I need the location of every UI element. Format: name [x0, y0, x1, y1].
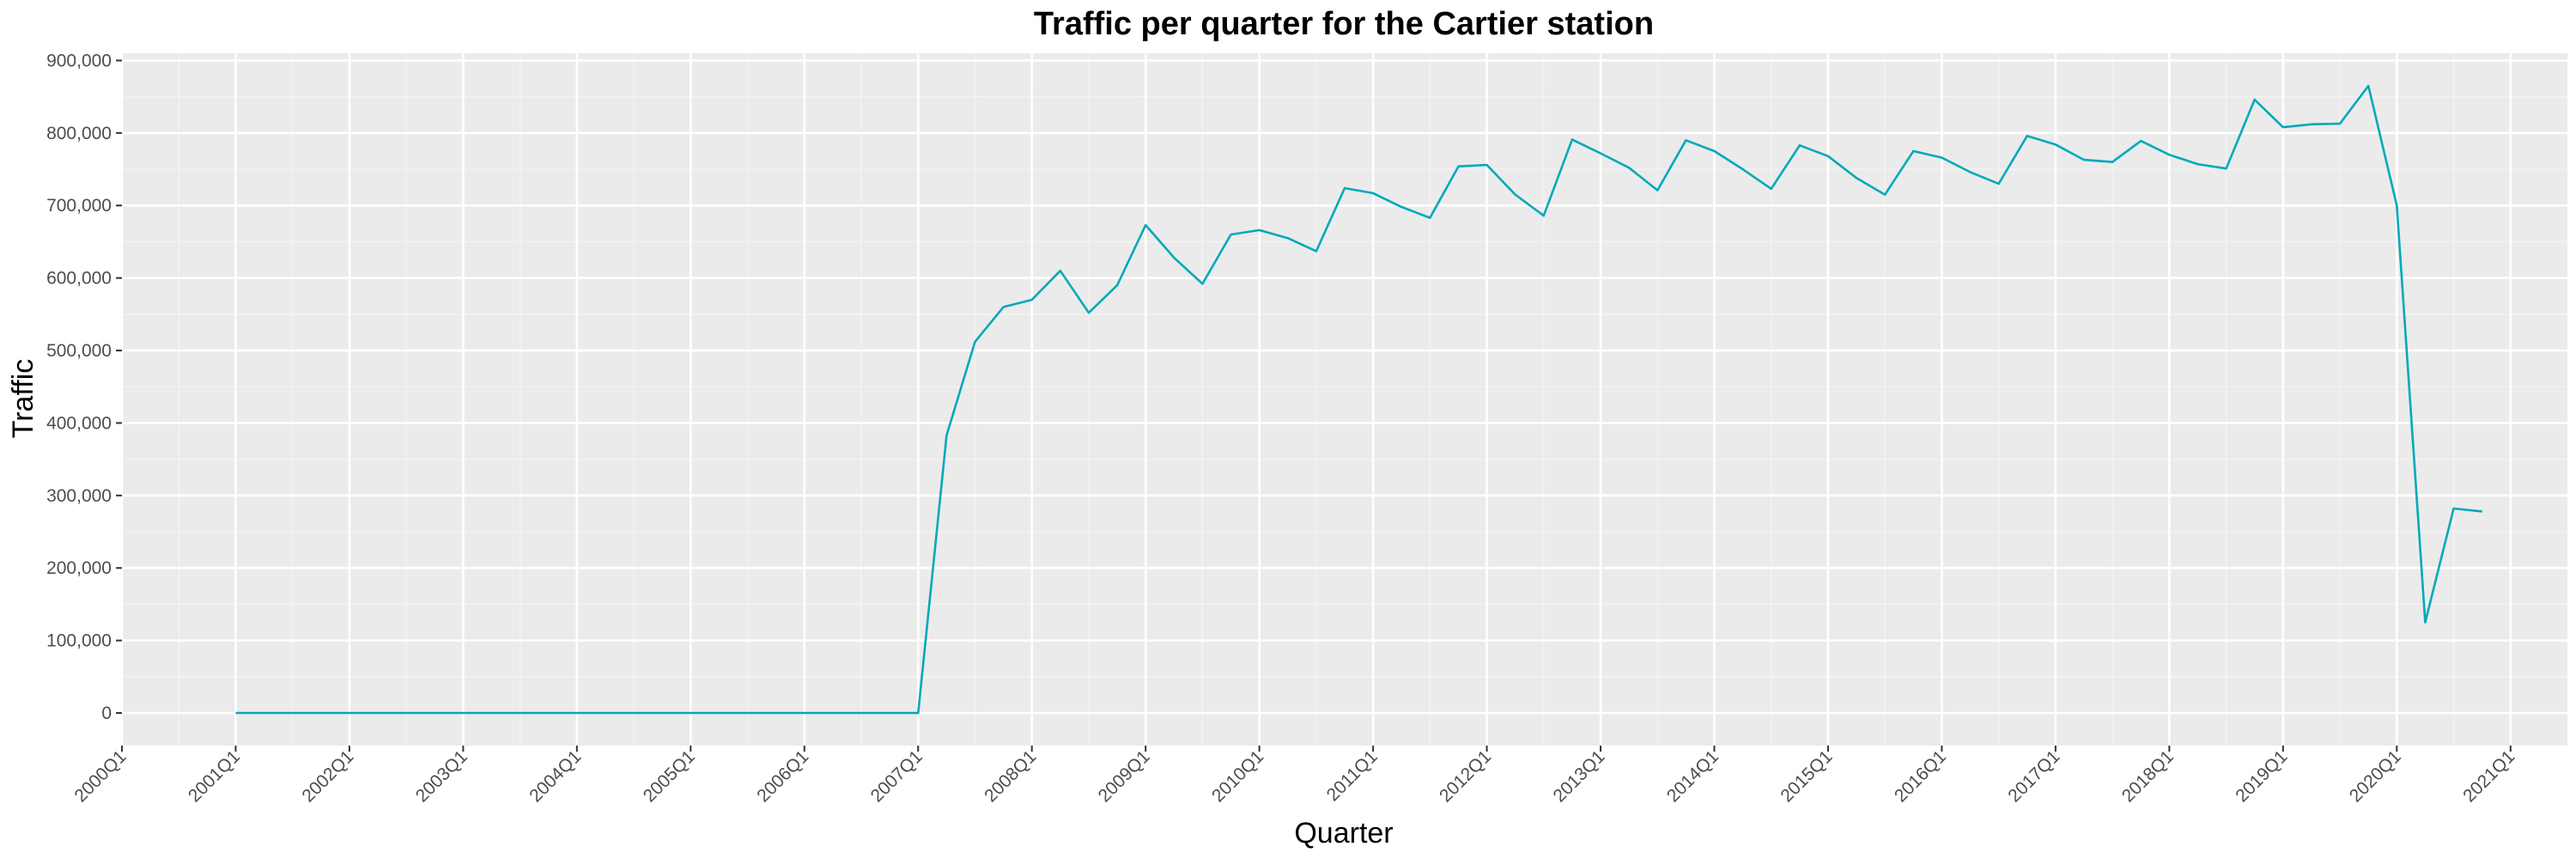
x-tick-label: 2007Q1 — [867, 746, 927, 806]
x-tick-label: 2001Q1 — [185, 746, 244, 806]
plot-panel — [122, 53, 2567, 746]
y-tick-label: 500,000 — [46, 341, 112, 361]
x-tick-label: 2008Q1 — [981, 746, 1040, 806]
y-tick-label: 400,000 — [46, 413, 112, 433]
x-tick-label: 2015Q1 — [1777, 746, 1836, 806]
x-tick-label: 2019Q1 — [2232, 746, 2291, 806]
x-tick-label: 2000Q1 — [70, 746, 130, 806]
x-tick-label: 2012Q1 — [1436, 746, 1495, 806]
x-tick-label: 2020Q1 — [2346, 746, 2405, 806]
x-tick-label: 2005Q1 — [640, 746, 699, 806]
x-tick-label: 2010Q1 — [1208, 746, 1267, 806]
y-tick-label: 700,000 — [46, 196, 112, 216]
chart-title: Traffic per quarter for the Cartier stat… — [1034, 6, 1654, 42]
x-tick-label: 2014Q1 — [1663, 746, 1722, 806]
y-tick-label: 200,000 — [46, 558, 112, 578]
x-tick-label: 2017Q1 — [2004, 746, 2063, 806]
x-tick-label: 2013Q1 — [1549, 746, 1608, 806]
y-tick-label: 800,000 — [46, 124, 112, 143]
y-tick-label: 300,000 — [46, 486, 112, 506]
minor-gridlines — [122, 53, 2567, 746]
x-tick-label: 2011Q1 — [1323, 746, 1382, 805]
x-axis-title: Quarter — [1294, 817, 1393, 850]
x-tick-label: 2016Q1 — [1891, 746, 1950, 806]
y-tick-label: 0 — [101, 704, 112, 723]
x-tick-label: 2018Q1 — [2118, 746, 2178, 806]
y-tick-label: 100,000 — [46, 631, 112, 651]
x-tick-label: 2006Q1 — [753, 746, 812, 806]
x-tick-label: 2002Q1 — [298, 746, 357, 806]
y-tick-label: 600,000 — [46, 269, 112, 289]
x-tick-label: 2009Q1 — [1095, 746, 1154, 806]
y-tick-label: 900,000 — [46, 51, 112, 70]
x-tick-label: 2004Q1 — [526, 746, 585, 806]
x-axis: 2000Q1 2001Q1 2002Q1 2003Q1 2004Q1 2005Q1 2006… — [70, 746, 2518, 806]
x-tick-label: 2021Q1 — [2459, 746, 2518, 806]
y-axis-title: Traffic — [7, 359, 39, 439]
x-tick-label: 2003Q1 — [412, 746, 471, 806]
y-axis: 0 100,000 200,000 300,000 400,000 500,000 600,… — [46, 51, 122, 723]
traffic-series-line — [235, 84, 2482, 715]
